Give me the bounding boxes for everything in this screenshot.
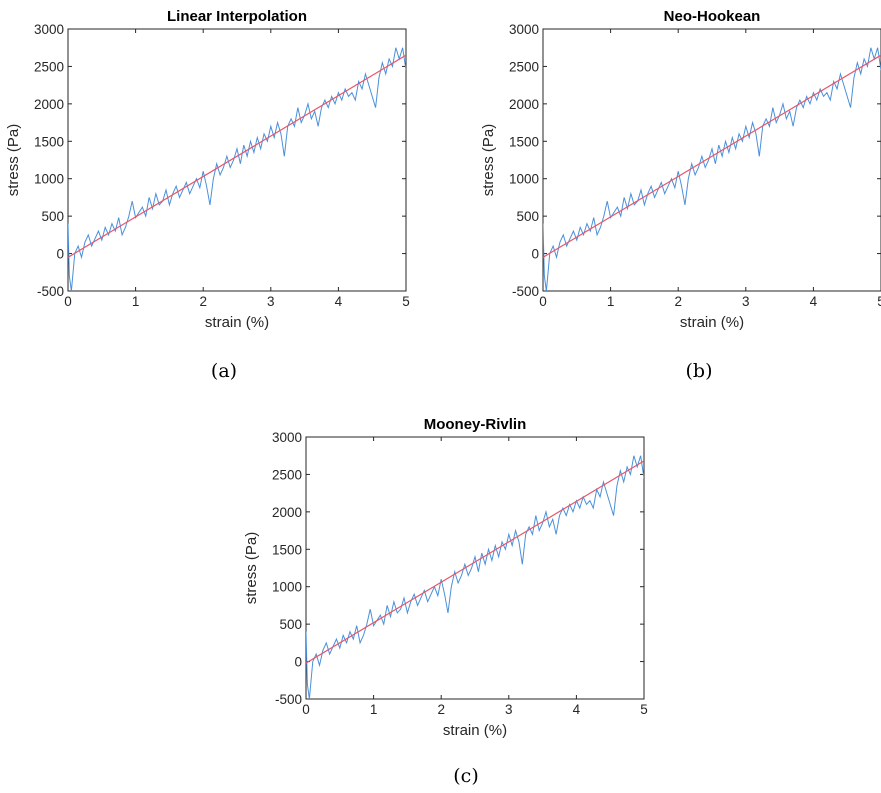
y-axis-label: stress (Pa): [480, 124, 497, 197]
chart-2: 012345-500050010001500200025003000Neo-Ho…: [480, 8, 881, 382]
y-tick-label: 3000: [34, 22, 64, 37]
x-tick-label: 1: [132, 294, 140, 309]
y-tick-label: 1000: [34, 172, 64, 187]
chart-title: Neo-Hookean: [664, 8, 761, 25]
y-tick-label: 1000: [272, 580, 302, 595]
x-tick-label: 4: [335, 294, 343, 309]
x-tick-label: 5: [402, 294, 410, 309]
chart-title: Linear Interpolation: [167, 8, 307, 25]
y-tick-label: 1500: [272, 542, 302, 557]
measured-line: [543, 47, 881, 291]
x-tick-label: 0: [64, 294, 72, 309]
chart-title: Mooney-Rivlin: [424, 416, 527, 433]
x-tick-label: 4: [573, 702, 581, 717]
y-tick-label: 3000: [272, 430, 302, 445]
y-tick-label: 0: [56, 247, 64, 262]
x-axis-label: strain (%): [680, 314, 744, 331]
plot-area: [67, 28, 407, 292]
subfigure-caption: (c): [453, 765, 478, 787]
y-tick-label: 0: [294, 655, 302, 670]
y-tick-label: 2000: [34, 97, 64, 112]
x-tick-label: 1: [607, 294, 615, 309]
chart-3: 0 1 2 3 4 5-500050010001500200025003000Mooney…: [243, 416, 648, 787]
y-tick-label: 2500: [272, 467, 302, 482]
y-tick-label: 500: [279, 617, 302, 632]
x-tick-label: 2: [199, 294, 207, 309]
plot-area: [542, 28, 881, 292]
y-tick-label: 3000: [509, 22, 539, 37]
y-tick-label: 1000: [509, 172, 539, 187]
chart-1: 0 1 2 3 4 5-500050010001500200025003000Linear…: [5, 8, 410, 382]
y-tick-label: -500: [37, 284, 64, 299]
y-tick-label: -500: [512, 284, 539, 299]
x-tick-label: 3: [505, 702, 513, 717]
x-tick-label: 5: [877, 294, 881, 309]
y-axis-label: stress (Pa): [243, 532, 260, 605]
y-tick-label: 2500: [34, 59, 64, 74]
y-tick-label: 1500: [34, 134, 64, 149]
x-tick-label: 4: [810, 294, 818, 309]
y-tick-label: 2000: [509, 97, 539, 112]
y-tick-label: -500: [275, 692, 302, 707]
y-tick-label: 2500: [509, 59, 539, 74]
y-tick-label: 500: [516, 209, 539, 224]
x-tick-label: 3: [742, 294, 750, 309]
x-axis-label: strain (%): [205, 314, 269, 331]
x-tick-label: 1: [370, 702, 378, 717]
subfigure-caption: (a): [211, 360, 237, 382]
x-tick-label: 0: [539, 294, 547, 309]
plot-area: [305, 436, 645, 700]
measured-line: [68, 47, 406, 291]
fit-line: [68, 54, 406, 258]
x-tick-label: 2: [674, 294, 682, 309]
x-tick-label: 0: [302, 702, 310, 717]
y-tick-label: 1500: [509, 134, 539, 149]
subfigure-caption: (b): [686, 360, 713, 382]
fit-line: [543, 54, 881, 258]
x-axis-label: strain (%): [443, 722, 507, 739]
x-tick-label: 2: [437, 702, 445, 717]
x-tick-label: 3: [267, 294, 275, 309]
fit-line: [306, 460, 644, 664]
x-tick-label: 5: [640, 702, 648, 717]
y-axis-label: stress (Pa): [5, 124, 22, 197]
y-tick-label: 500: [41, 209, 64, 224]
y-tick-label: 2000: [272, 505, 302, 520]
y-tick-label: 0: [531, 247, 539, 262]
